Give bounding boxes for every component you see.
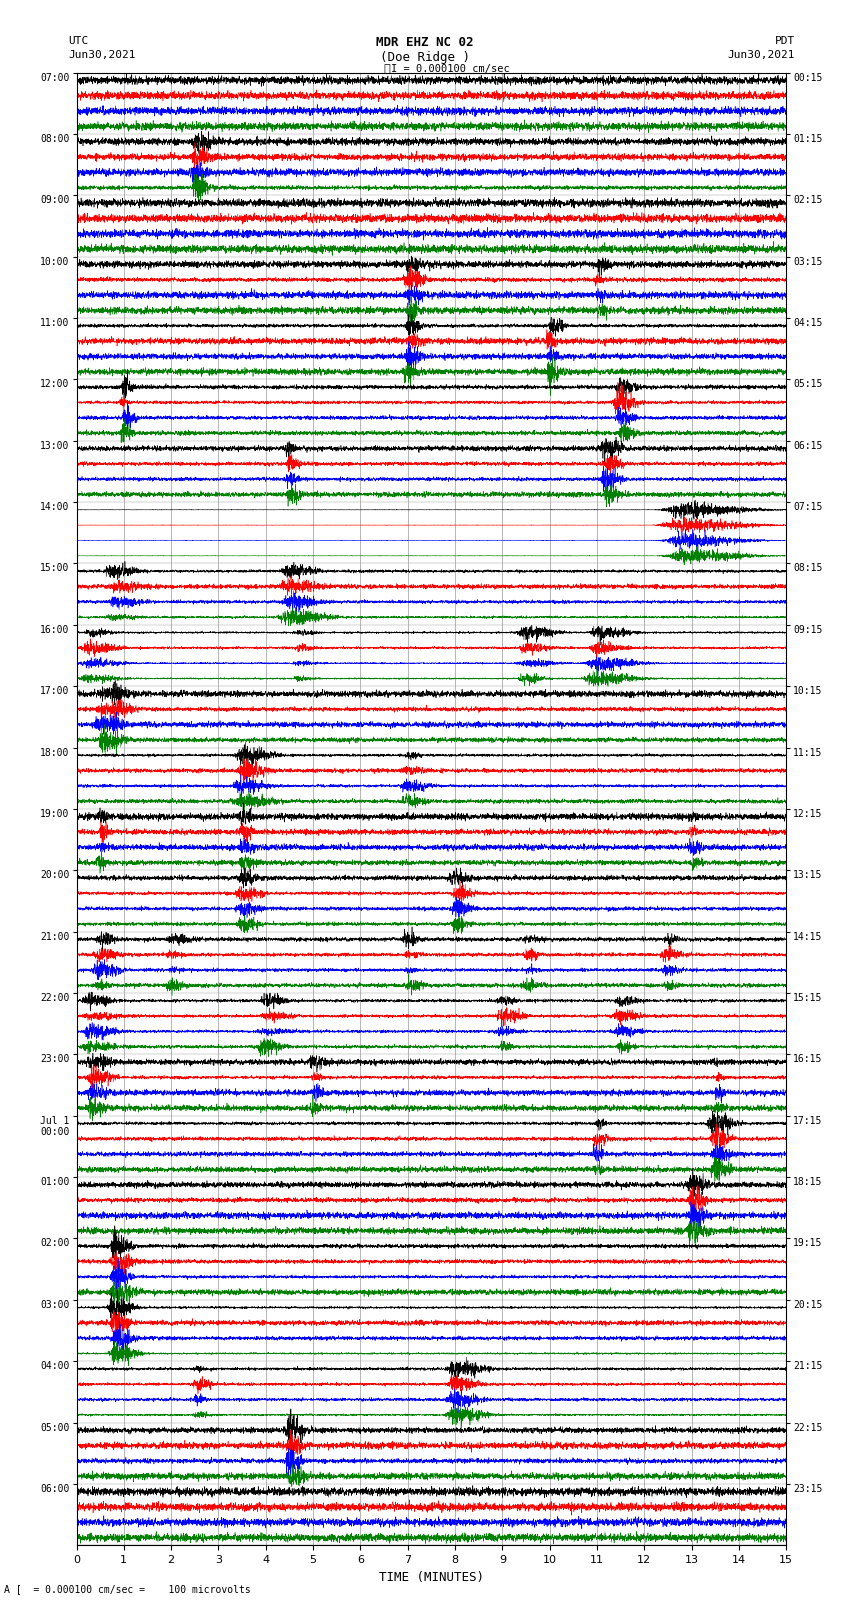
Text: UTC: UTC [68,37,88,47]
Text: MDR EHZ NC 02: MDR EHZ NC 02 [377,37,473,50]
Text: (Doe Ridge ): (Doe Ridge ) [380,50,470,65]
Text: Jun30,2021: Jun30,2021 [68,50,135,60]
Text: ⏐: ⏐ [383,65,390,74]
Text: PDT: PDT [774,37,795,47]
Text: I = 0.000100 cm/sec: I = 0.000100 cm/sec [391,65,510,74]
X-axis label: TIME (MINUTES): TIME (MINUTES) [379,1571,484,1584]
Text: Jun30,2021: Jun30,2021 [728,50,795,60]
Text: A [  = 0.000100 cm/sec =    100 microvolts: A [ = 0.000100 cm/sec = 100 microvolts [4,1584,251,1594]
